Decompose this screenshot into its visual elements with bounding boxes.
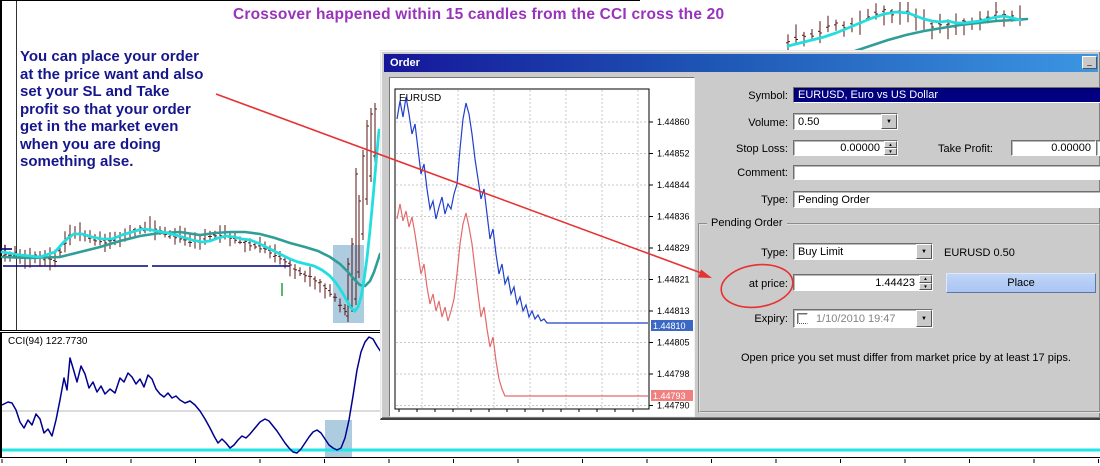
price-axis-label: 1.44798 [657,369,690,379]
chart-pane-divider[interactable] [0,330,382,333]
volume-select[interactable]: 0.50 ▼ [793,113,898,130]
order-type-label: Type: [761,194,788,206]
time-axis[interactable] [0,457,1100,466]
expiry-value: 1/10/2010 19:47 [816,312,896,325]
side-note-line: set your SL and Take [20,83,170,100]
pending-order-group-label: Pending Order [707,217,787,229]
place-button[interactable]: Place [946,273,1096,293]
cci-indicator-pane: CCI(94) 122.7730 [0,333,1100,457]
spin-up-icon: ▲ [884,141,897,148]
minimize-button[interactable]: _ [1082,56,1097,69]
order-dialog: Order _ 1.44860 1.44852 1.44844 1.44836 1.44… [380,50,1100,420]
chevron-down-icon[interactable]: ▼ [916,310,932,327]
tick-chart-panel: 1.44860 1.44852 1.44844 1.44836 1.44829 1.448… [389,77,695,417]
side-note-annotation: You can place your order at the price wa… [20,48,238,171]
pending-type-label: Type: [761,247,788,259]
chevron-down-icon[interactable]: ▼ [881,114,897,129]
price-axis-label: 1.44813 [657,306,690,316]
order-dialog-title: Order [390,57,420,69]
price-badge: 1.44793 [653,391,686,401]
stop-loss-label: Stop Loss: [736,143,788,155]
symbol-select[interactable]: EURUSD, Euro vs US Dollar [793,87,1100,103]
at-price-label: at price: [748,278,788,290]
symbol-label: Symbol: [748,90,788,102]
volume-label: Volume: [748,117,788,129]
price-badge: 1.44810 [653,321,686,331]
tick-chart: 1.448601.448521.448441.448361.448291.448… [394,88,693,412]
chart-window-top-border [0,0,640,1]
price-axis-label: 1.44844 [657,180,690,190]
stop-loss-spinner[interactable]: ▲ ▼ [884,141,897,155]
spin-up-icon: ▲ [919,275,932,283]
side-note-line: get in the market even [20,118,179,135]
chart-pane-left-border [16,0,17,331]
chevron-down-icon[interactable]: ▼ [916,244,932,259]
at-price-value: 1.44423 [875,276,915,289]
expiry-checkbox[interactable] [797,313,808,324]
take-profit-input[interactable]: 0.00000 [1011,140,1096,156]
price-axis-label: 1.44821 [657,275,690,285]
pending-type-value: Buy Limit [798,245,844,258]
expiry-select[interactable]: 1/10/2010 19:47 ▼ [793,309,933,328]
volume-value: 0.50 [798,115,820,128]
comment-label: Comment: [737,167,788,179]
order-type-value: Pending Order [798,193,870,206]
at-price-spinner[interactable]: ▲ ▼ [919,275,932,290]
order-type-select[interactable]: Pending Order [793,191,1100,208]
price-axis-label: 1.44836 [657,212,690,222]
pending-type-select[interactable]: Buy Limit ▼ [793,243,933,260]
symbol-value: EURUSD, Euro vs US Dollar [798,89,938,101]
price-axis-label: 1.44790 [657,401,690,411]
side-note-line: something alse. [20,153,134,170]
headline-annotation: Crossover happened within 15 candles fro… [233,6,725,23]
take-profit-spinner[interactable] [1096,140,1100,156]
side-note-line: at the price want and also [20,65,204,83]
order-dialog-titlebar[interactable]: Order [384,54,1098,72]
expiry-label: Expiry: [754,313,788,325]
stop-loss-input[interactable]: 0.00000 ▲ ▼ [793,140,898,156]
side-note-line: You can place your order [20,48,199,65]
take-profit-label: Take Profit: [937,143,993,155]
chart-window-left-border [0,0,2,466]
mini-chart-symbol-label: EURUSD [399,93,441,104]
side-note-line: profit so that your order [20,100,191,118]
cci-indicator-label: CCI(94) 122.7730 [8,336,88,347]
pending-order-note: Open price you set must differ from mark… [741,352,1071,364]
price-axis-label: 1.44805 [657,338,690,348]
take-profit-value: 0.00000 [1051,142,1091,154]
spin-down-icon: ▼ [919,282,932,290]
order-summary: EURUSD 0.50 [944,247,1015,259]
side-note-line: when you are doing [20,135,161,153]
comment-input[interactable] [793,165,1100,180]
stop-loss-value: 0.00000 [840,142,880,154]
spin-down-icon: ▼ [884,148,897,155]
cci-indicator-plot [1,336,1100,457]
at-price-input[interactable]: 1.44423 ▲ ▼ [793,274,933,291]
